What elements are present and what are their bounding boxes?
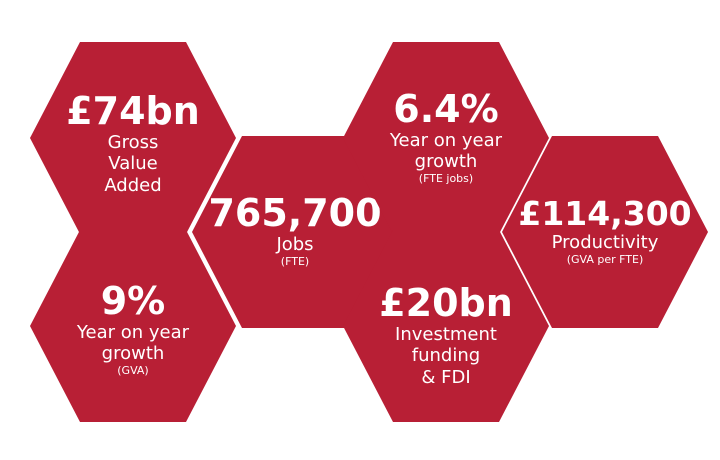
job-growth-label-line-2: growth <box>414 150 478 172</box>
hexagon-shape <box>30 230 236 422</box>
gva-label-line-3: Added <box>104 174 162 196</box>
gva-label-line-2: Value <box>108 153 158 175</box>
investment-label-line-2: funding <box>411 345 481 367</box>
hex-gva-growth: 9% Year on year growth (GVA) <box>28 226 238 426</box>
gva-growth-value: 9% <box>100 278 166 323</box>
hex-gva: £74bn Gross Value Added <box>28 38 238 238</box>
productivity-note: (GVA per FTE) <box>566 252 644 266</box>
hexagon-shape <box>502 136 708 328</box>
investment-label-line-1: Investment <box>395 324 497 346</box>
gva-growth-note: (GVA) <box>117 364 149 378</box>
jobs-label: Jobs <box>276 234 314 256</box>
hexagon-shape <box>343 230 549 422</box>
hex-productivity: £114,300 Productivity (GVA per FTE) <box>500 132 710 332</box>
hexagon-shape <box>343 42 549 234</box>
gva-label-line-1: Gross <box>107 132 159 154</box>
investment-value: £20bn <box>379 281 513 326</box>
hexagon-shape <box>192 136 398 328</box>
jobs-value: 765,700 <box>208 191 382 236</box>
job-growth-label-line-1: Year on year <box>389 129 503 151</box>
hex-job-growth: 6.4% Year on year growth (FTE jobs) <box>341 38 551 238</box>
job-growth-note: (FTE jobs) <box>418 172 474 186</box>
jobs-note: (FTE) <box>280 255 310 269</box>
gva-growth-label-line-1: Year on year <box>76 321 190 343</box>
hex-jobs: 765,700 Jobs (FTE) <box>190 132 400 332</box>
hexagon-shape <box>30 42 236 234</box>
productivity-label: Productivity <box>551 231 659 253</box>
gva-value: £74bn <box>66 89 200 134</box>
job-growth-value: 6.4% <box>393 86 499 131</box>
productivity-value: £114,300 <box>518 193 692 233</box>
hex-investment: £20bn Investment funding & FDI <box>341 226 551 426</box>
investment-label-line-3: & FDI <box>421 366 471 388</box>
gva-growth-label-line-2: growth <box>101 342 165 364</box>
